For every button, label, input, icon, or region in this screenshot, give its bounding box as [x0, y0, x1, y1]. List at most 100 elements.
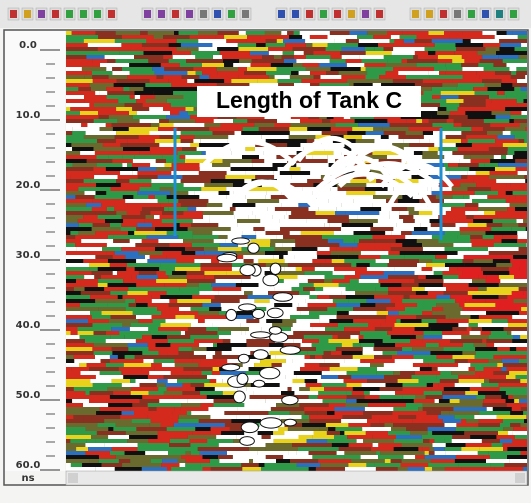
reflection [450, 111, 461, 115]
reflection [199, 343, 213, 347]
reflection [460, 311, 486, 315]
reflection [262, 435, 271, 439]
reflection [364, 391, 370, 395]
reflection [450, 387, 469, 391]
reflection [327, 307, 353, 311]
reflection [423, 151, 438, 155]
reflection [169, 119, 195, 123]
reflection [509, 267, 520, 271]
scrollbar[interactable] [66, 471, 527, 485]
reflection [193, 139, 200, 143]
reflection [484, 379, 489, 383]
reflection [357, 315, 386, 319]
reflection [291, 123, 314, 127]
reflection [171, 467, 203, 471]
reflection [93, 323, 123, 327]
reflection [276, 139, 307, 143]
reflection [66, 355, 74, 359]
reflection [508, 319, 520, 323]
reflection [387, 31, 402, 35]
reflection [96, 191, 107, 195]
reflection [391, 459, 402, 463]
reflection [480, 75, 511, 79]
reflection [462, 351, 476, 355]
reflection [181, 403, 201, 407]
reflection [405, 255, 435, 259]
reflection [70, 175, 94, 179]
reflection [428, 291, 437, 295]
reflection [416, 63, 445, 67]
reflection [198, 287, 212, 291]
reflection [66, 259, 83, 263]
reflection [249, 447, 265, 451]
reflection [95, 231, 128, 235]
reflection [443, 271, 462, 275]
reflection [398, 135, 409, 139]
reflection [66, 367, 71, 371]
reflection [395, 267, 422, 271]
reflection [341, 227, 370, 231]
reflection [461, 335, 488, 339]
reflection [299, 435, 313, 439]
reflection [146, 215, 155, 219]
reflection-blob [238, 354, 249, 363]
reflection [455, 415, 475, 419]
reflection [396, 319, 400, 323]
reflection [489, 175, 515, 179]
reflection [426, 343, 439, 347]
scroll-right[interactable] [515, 473, 525, 483]
reflection [152, 299, 170, 303]
reflection [292, 443, 321, 447]
reflection [304, 271, 332, 275]
reflection [381, 135, 389, 139]
reflection [123, 147, 150, 151]
reflection [270, 243, 275, 247]
reflection [423, 91, 440, 95]
reflection [66, 51, 88, 55]
reflection [461, 131, 487, 135]
reflection [142, 367, 155, 371]
reflection [165, 383, 182, 387]
reflection [162, 155, 180, 159]
reflection [98, 279, 123, 283]
reflection [414, 207, 427, 211]
reflection [344, 379, 368, 383]
reflection [95, 195, 123, 199]
reflection [466, 419, 479, 423]
reflection [184, 311, 198, 315]
reflection [156, 279, 187, 283]
reflection [423, 407, 454, 411]
reflection [249, 459, 253, 463]
reflection [161, 463, 180, 467]
reflection [177, 379, 210, 383]
reflection [309, 159, 328, 163]
reflection [66, 99, 85, 103]
reflection [72, 131, 85, 135]
reflection [310, 387, 324, 391]
reflection [383, 127, 409, 131]
reflection [305, 39, 334, 43]
reflection [325, 259, 331, 263]
scroll-left[interactable] [68, 473, 78, 483]
reflection [373, 443, 379, 447]
reflection [123, 219, 145, 223]
reflection [66, 95, 84, 99]
reflection [135, 299, 152, 303]
tick-label: 20.0 [16, 180, 41, 191]
reflection [503, 235, 518, 239]
reflection [225, 175, 255, 179]
reflection [274, 55, 282, 59]
reflection [445, 167, 469, 171]
reflection [175, 363, 199, 367]
reflection [200, 451, 227, 455]
reflection [481, 331, 492, 335]
reflection [125, 299, 135, 303]
reflection [86, 71, 92, 75]
reflection [432, 123, 453, 127]
reflection [102, 247, 121, 251]
reflection [463, 39, 471, 43]
reflection [140, 399, 160, 403]
reflection [456, 43, 484, 47]
reflection [435, 43, 456, 47]
reflection [322, 131, 348, 135]
